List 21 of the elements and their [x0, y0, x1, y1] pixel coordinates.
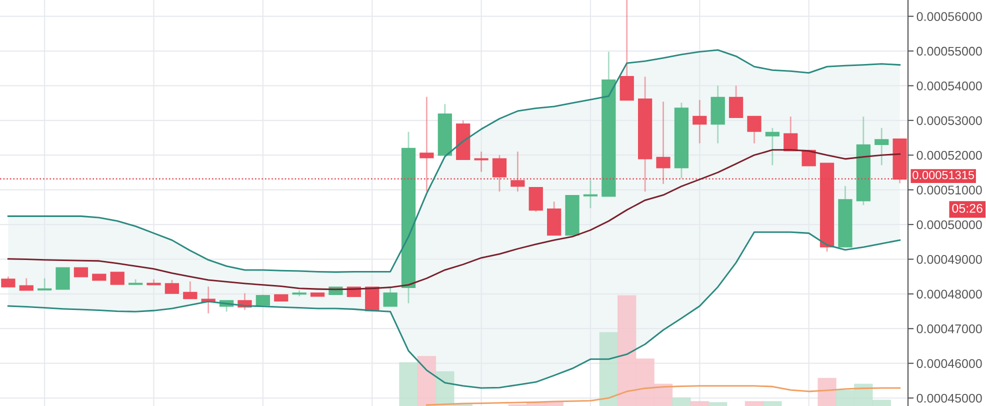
y-tick-label: 0.00056000 — [916, 12, 982, 21]
candlestick — [528, 187, 543, 212]
y-tick-label: 0.00045000 — [916, 394, 982, 403]
candlestick — [56, 267, 70, 290]
y-tick-label: 0.00054000 — [916, 82, 982, 90]
text: 05:26 — [952, 204, 982, 213]
line-series — [7, 49, 901, 273]
y-tick-label: 0.00051000 — [916, 186, 982, 194]
candlestick — [802, 150, 816, 166]
y-tick-label: 0.00047000 — [916, 324, 982, 334]
candlestick — [110, 272, 124, 285]
ref-line-label: 0.00051315 — [912, 170, 974, 180]
y-tick-label: 0.00048000 — [916, 290, 982, 299]
y-tick-label: 0.00046000 — [916, 359, 982, 368]
y-tick-label: 0.00052000 — [916, 150, 982, 160]
line-series — [426, 385, 901, 406]
y-tick-label: 0.00049000 — [916, 255, 982, 264]
y-tick-label: 0.00053000 — [916, 116, 982, 126]
y-tick-label: 0.00055000 — [916, 46, 982, 56]
y-tick-label: 0.00050000 — [916, 220, 982, 230]
line-series — [7, 231, 901, 389]
